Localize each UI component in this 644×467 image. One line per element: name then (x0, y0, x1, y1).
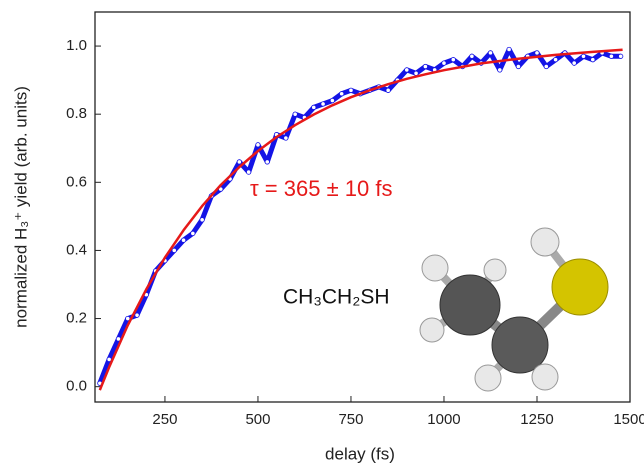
data-point (404, 67, 410, 73)
y-tick-label: 0.0 (66, 378, 87, 395)
data-point (469, 53, 475, 59)
data-point (618, 53, 624, 59)
y-tick-label: 0.6 (66, 173, 87, 190)
y-tick-label: 0.8 (66, 105, 87, 122)
data-point (236, 159, 242, 165)
data-point (515, 63, 521, 70)
x-tick-label: 250 (152, 411, 177, 428)
data-point (534, 50, 540, 56)
data-point (422, 63, 428, 70)
data-point (487, 50, 494, 56)
data-point (348, 87, 354, 93)
data-point (608, 53, 614, 59)
y-tick-label: 0.2 (66, 310, 87, 327)
data-point (329, 97, 335, 104)
y-tick-label: 0.4 (66, 241, 87, 258)
x-axis-label: delay (fs) (325, 444, 395, 463)
data-point (413, 70, 419, 76)
data-point (450, 57, 456, 63)
x-tick-label: 1500 (613, 411, 644, 428)
data-point (180, 237, 187, 243)
x-tick-label: 750 (338, 411, 363, 428)
y-axis-label: normalized H₃⁺ yield (arb. units) (11, 86, 30, 328)
series-line (98, 48, 623, 391)
plot-frame (94, 11, 631, 403)
x-tick-label: 500 (245, 411, 270, 428)
annotation: τ = 365 ± 10 fs (250, 176, 392, 201)
data-point (283, 135, 289, 141)
data-point (171, 247, 177, 254)
data-point (246, 169, 252, 175)
data-point (134, 312, 140, 318)
data-point (190, 230, 196, 236)
molecule (419, 227, 609, 392)
data-point (311, 104, 317, 110)
data-point (320, 101, 326, 107)
plot-area: 250 500 750 1000 1250 1500 0.0 0.2 0.4 0.6 0.8 1.0 (66, 11, 644, 428)
data-point (441, 60, 447, 66)
x-tick-label: 1250 (520, 411, 553, 428)
data-point (292, 111, 298, 117)
data-point (552, 57, 559, 63)
data-point (339, 91, 345, 97)
data-point (264, 159, 270, 165)
data-point (543, 63, 549, 70)
data-point (385, 87, 391, 93)
x-tick-label: 1000 (427, 411, 460, 428)
annotation: CH₃CH₂SH (283, 286, 390, 309)
y-tick-label: 1.0 (66, 37, 87, 54)
data-point (580, 53, 587, 59)
data-point (497, 67, 503, 73)
data-point (590, 57, 596, 63)
data-point (199, 217, 205, 223)
data-point (571, 60, 577, 66)
data-point (255, 142, 261, 148)
data-point (506, 46, 512, 53)
